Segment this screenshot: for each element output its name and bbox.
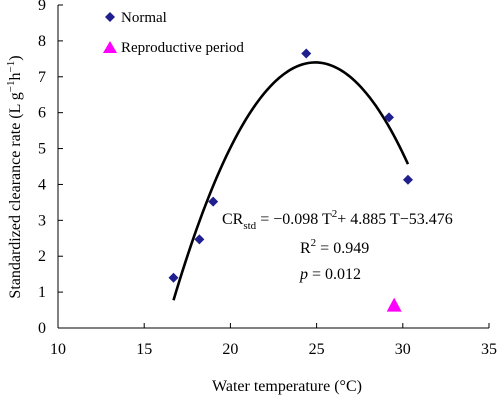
y-axis-title: Standardized clearance rate (L g−1h−1) [5,55,24,298]
y-tick-label: 1 [38,284,46,301]
x-tick-label: 35 [481,341,497,358]
normal-data-point [384,112,395,123]
fit-curve-layer [172,61,410,301]
y-tick-label: 6 [38,105,46,122]
legend: Normal Reproductive period [103,10,244,56]
legend-normal-marker [105,12,115,22]
y-tick-label: 3 [38,212,46,229]
legend-reproductive-marker [103,41,117,53]
axes: 0 1 2 3 4 5 6 7 8 9 10 15 20 25 30 35 [38,0,497,358]
x-tick-label: 15 [136,341,152,358]
y-tick-label: 7 [38,69,46,86]
normal-data-point [402,174,413,185]
y-tick-label: 0 [38,320,46,337]
legend-label: Reproductive period [121,40,244,56]
x-tick-label: 25 [309,341,325,358]
regression-equation: CRstd = −0.098 T2+ 4.885 T−53.476 [222,208,453,232]
normal-data-point [208,196,219,207]
normal-data-point [301,48,312,59]
normal-data-point [194,234,205,245]
y-tick-label: 4 [38,176,46,193]
r-squared-label: R2 = 0.949 [300,237,369,257]
y-tick-label: 2 [38,248,46,265]
x-axis-title: Water temperature (°C) [212,378,362,395]
y-tick-label: 9 [38,0,46,14]
x-tick-label: 30 [395,341,411,358]
points-layer [168,48,413,312]
y-tick-label: 8 [38,33,46,50]
y-tick-label: 5 [38,141,46,158]
p-value-label: p = 0.012 [299,266,361,283]
x-tick-label: 10 [50,341,66,358]
reproductive-data-point [386,297,402,312]
legend-label: Normal [121,10,167,26]
quadratic-fit-line [172,61,410,301]
normal-data-point [168,272,179,283]
x-tick-label: 20 [222,341,238,358]
